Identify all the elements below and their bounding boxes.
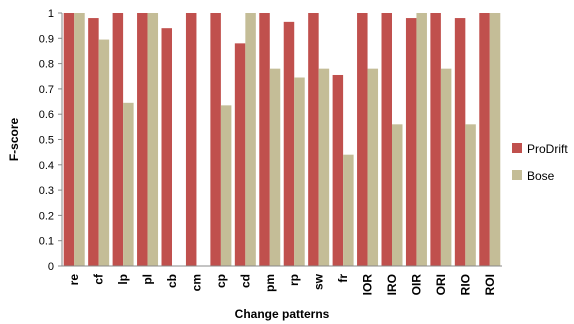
legend-label-bose: Bose bbox=[527, 169, 555, 183]
bar-prodrift-cm bbox=[185, 13, 197, 266]
bar-prodrift-ori bbox=[430, 13, 441, 266]
x-category-label: re bbox=[67, 274, 81, 286]
bar-prodrift-cd bbox=[234, 43, 246, 266]
y-axis-ticks: 0 0.1 0.2 0.3 0.4 0.5 0.6 0.7 0.8 0.9 1 bbox=[39, 8, 62, 273]
bar-bose-ori bbox=[440, 68, 452, 266]
y-tick-label: 0.6 bbox=[39, 109, 54, 121]
bar-prodrift-iro bbox=[381, 13, 392, 266]
x-category-label: ROI bbox=[483, 274, 497, 295]
bar-bose-pm bbox=[269, 68, 281, 266]
bar-bose-cp bbox=[220, 105, 232, 266]
bar-prodrift-cb bbox=[161, 28, 172, 267]
y-tick-label: 0.5 bbox=[39, 135, 54, 147]
bar-prodrift-pl bbox=[137, 13, 148, 266]
legend-swatch-prodrift bbox=[512, 143, 522, 153]
x-category-label: lp bbox=[116, 274, 130, 285]
bar-bose-oir bbox=[416, 13, 427, 266]
x-category-label: cb bbox=[165, 274, 179, 288]
x-category-label: cd bbox=[238, 274, 252, 288]
y-tick-label: 0.7 bbox=[39, 84, 54, 96]
bar-bose-rio bbox=[465, 124, 476, 266]
legend: ProDrift Bose bbox=[512, 142, 568, 183]
y-tick-label: 0.1 bbox=[39, 236, 54, 248]
y-axis-title: F-score bbox=[7, 118, 21, 162]
bar-bose-iro bbox=[392, 124, 403, 266]
x-category-label: pl bbox=[141, 274, 155, 285]
y-tick-label: 0.8 bbox=[39, 59, 54, 71]
bar-bose-cd bbox=[245, 13, 256, 266]
bar-bose-re bbox=[74, 13, 85, 266]
bar-prodrift-rp bbox=[283, 21, 295, 267]
x-axis-title: Change patterns bbox=[235, 307, 330, 321]
y-tick-label: 0.9 bbox=[39, 33, 54, 45]
x-category-label: fr bbox=[336, 274, 350, 283]
x-category-label: OIR bbox=[409, 274, 423, 296]
x-category-label: sw bbox=[312, 273, 326, 290]
bar-prodrift-pm bbox=[259, 13, 270, 266]
bar-prodrift-ior bbox=[357, 13, 368, 266]
x-category-label: cm bbox=[189, 274, 203, 291]
bar-prodrift-cp bbox=[210, 13, 221, 266]
bar-bose-ior bbox=[367, 68, 379, 266]
x-category-label: cf bbox=[92, 273, 106, 285]
legend-label-prodrift: ProDrift bbox=[527, 142, 568, 156]
axes bbox=[61, 13, 502, 267]
bars bbox=[63, 13, 501, 267]
bar-prodrift-lp bbox=[112, 13, 124, 266]
y-tick-label: 1 bbox=[48, 8, 54, 20]
x-category-label: pm bbox=[263, 274, 277, 292]
bar-prodrift-sw bbox=[308, 13, 319, 266]
legend-swatch-bose bbox=[512, 170, 522, 180]
y-tick-label: 0 bbox=[48, 261, 54, 273]
x-category-label: IRO bbox=[385, 274, 399, 295]
bar-bose-sw bbox=[318, 68, 330, 266]
bar-bose-lp bbox=[123, 102, 134, 266]
x-category-label: RIO bbox=[458, 274, 472, 295]
bar-prodrift-cf bbox=[88, 18, 99, 267]
y-tick-label: 0.2 bbox=[39, 210, 54, 222]
x-category-label: cp bbox=[214, 274, 228, 288]
x-category-label: rp bbox=[287, 274, 301, 286]
bar-bose-rp bbox=[294, 77, 305, 266]
bar-bose-pl bbox=[147, 13, 159, 266]
bar-bose-roi bbox=[489, 13, 501, 266]
bar-prodrift-re bbox=[63, 13, 75, 266]
y-tick-label: 0.4 bbox=[39, 160, 54, 172]
bar-bose-cf bbox=[98, 39, 110, 266]
x-category-label: IOR bbox=[361, 274, 375, 296]
x-category-label: ORI bbox=[434, 274, 448, 295]
bar-prodrift-fr bbox=[332, 74, 344, 266]
bar-prodrift-oir bbox=[405, 18, 417, 267]
bar-prodrift-rio bbox=[454, 18, 466, 267]
y-tick-label: 0.3 bbox=[39, 185, 54, 197]
bar-prodrift-roi bbox=[479, 13, 490, 266]
bar-bose-fr bbox=[343, 154, 354, 266]
x-axis-category-labels: re cf lp pl cb cm cp cd pm rp sw fr IOR IRO OIR ORI RIO R… bbox=[67, 273, 497, 295]
